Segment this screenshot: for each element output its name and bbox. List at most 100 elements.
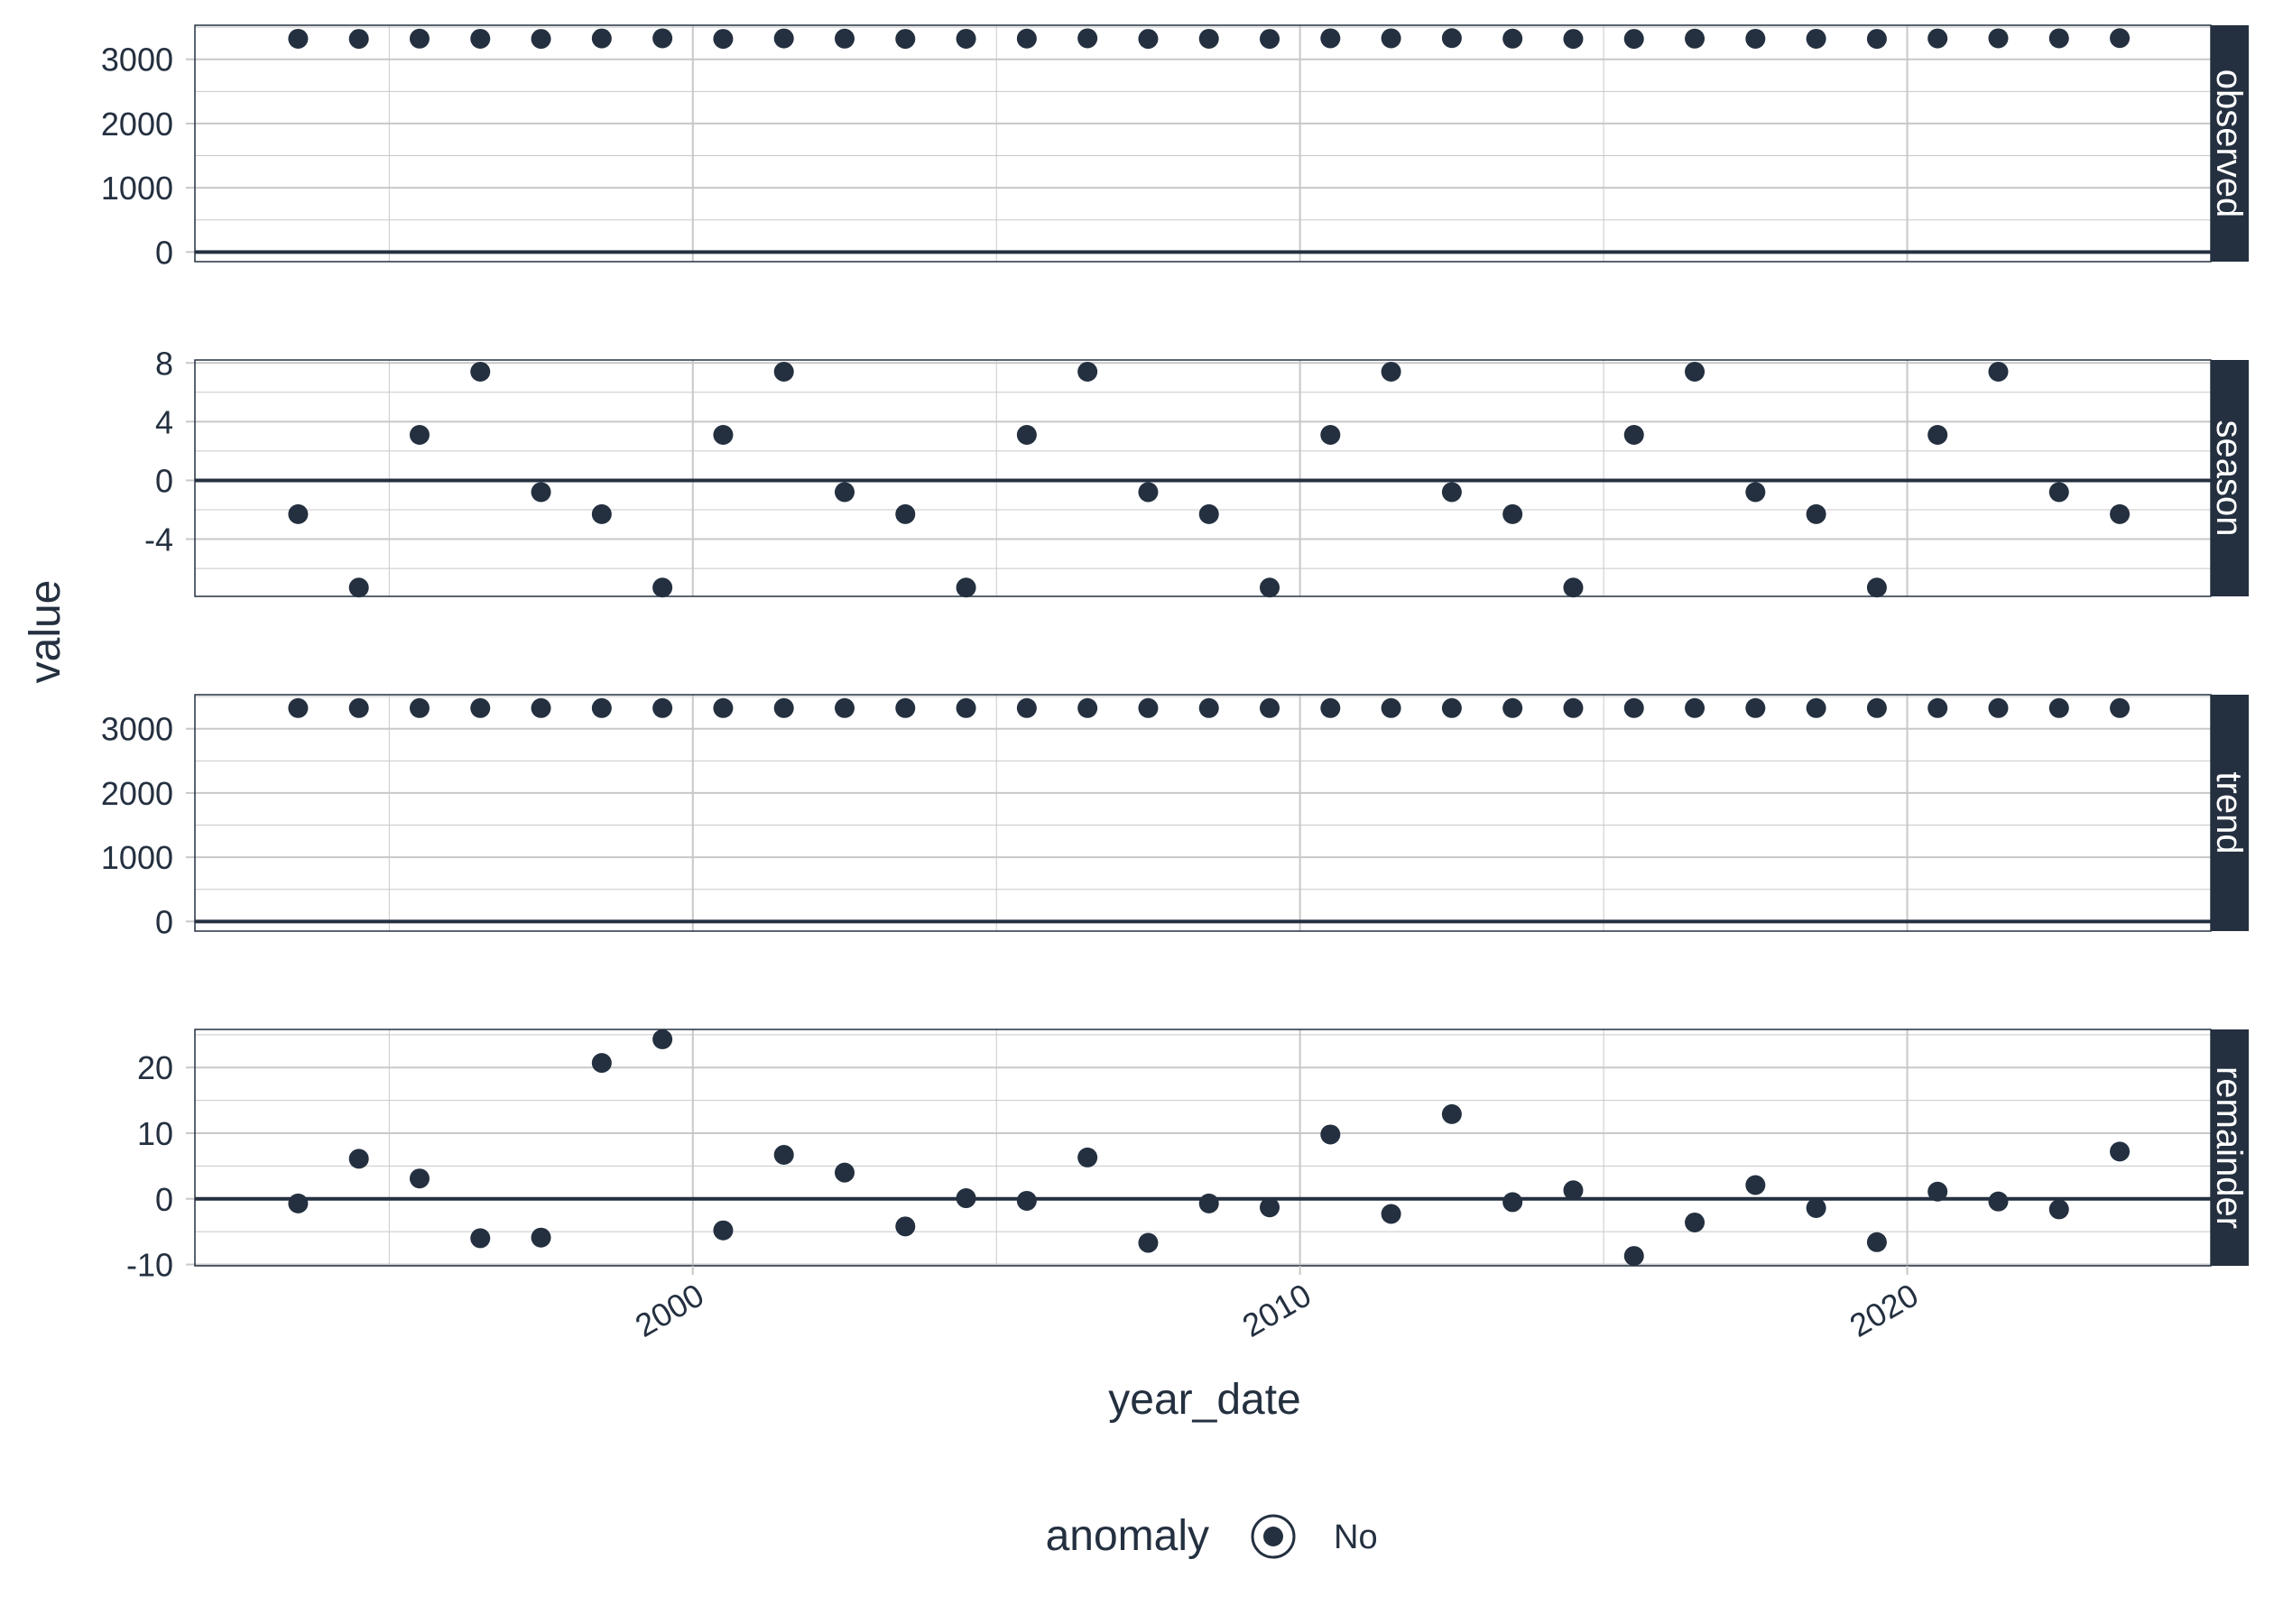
y-tick-label: 1000 (101, 839, 173, 876)
y-tick-label: 0 (155, 462, 173, 499)
data-point (2110, 697, 2131, 718)
data-point (1016, 697, 1037, 718)
data-point (348, 29, 369, 50)
data-point (1441, 697, 1462, 718)
data-point (1077, 28, 1098, 49)
y-tick-label: 0 (155, 1181, 173, 1218)
data-point (895, 29, 916, 50)
data-point (1927, 424, 1948, 445)
data-point (1320, 697, 1341, 718)
x-tick-label: 2000 (629, 1276, 710, 1344)
data-point (591, 28, 612, 49)
data-point (288, 503, 309, 524)
data-point (713, 697, 734, 718)
x-tick-label: 2010 (1236, 1276, 1317, 1344)
data-point (1623, 697, 1644, 718)
y-tick-label: 2000 (101, 106, 173, 143)
data-point (773, 1145, 794, 1166)
data-point (895, 697, 916, 718)
data-point (348, 697, 369, 718)
data-point (409, 424, 430, 445)
data-point (2110, 503, 2131, 524)
data-point (1866, 1232, 1887, 1252)
data-point (1988, 28, 2009, 49)
data-point (1381, 362, 1401, 383)
data-point (1381, 28, 1401, 49)
legend-key-ring (1251, 1514, 1296, 1559)
data-point (1685, 697, 1706, 718)
data-point (470, 362, 491, 383)
data-point (1623, 29, 1644, 50)
strip-background (2211, 695, 2249, 931)
y-axis-title: value (22, 580, 69, 684)
y-tick-label: 20 (137, 1049, 173, 1086)
data-point (1320, 28, 1341, 49)
data-point (409, 28, 430, 49)
data-point (1745, 697, 1766, 718)
data-point (1623, 1246, 1644, 1267)
y-tick-label: 4 (155, 403, 173, 440)
data-point (1077, 697, 1098, 718)
data-point (1198, 697, 1219, 718)
y-tick-label: 0 (155, 234, 173, 271)
y-tick-label: -10 (126, 1247, 173, 1284)
data-point (1866, 697, 1887, 718)
data-point (531, 482, 551, 503)
strip-background (2211, 360, 2249, 596)
data-point (1685, 362, 1706, 383)
data-point (1016, 1190, 1037, 1211)
data-point (288, 697, 309, 718)
y-tick-label: 3000 (101, 711, 173, 748)
data-point (1260, 697, 1280, 718)
data-point (1138, 29, 1159, 50)
data-point (895, 503, 916, 524)
data-point (1988, 362, 2009, 383)
data-point (652, 697, 673, 718)
data-point (1927, 1181, 1948, 1202)
x-axis-title: year_date (1108, 1376, 1301, 1424)
data-point (2048, 482, 2069, 503)
facet-season: -4 0 4 8 season (144, 345, 2249, 598)
strip-label-remainder: remainder (2209, 1066, 2249, 1229)
data-point (1745, 482, 1766, 503)
strip-background (2211, 25, 2249, 262)
data-point (1502, 697, 1523, 718)
data-point (2048, 1199, 2069, 1220)
data-point (1260, 1197, 1280, 1218)
data-point (288, 1193, 309, 1213)
data-point (470, 1228, 491, 1249)
data-point (1563, 29, 1584, 50)
data-point (1320, 424, 1341, 445)
legend-entry-no: No (1334, 1518, 1378, 1556)
data-point (1806, 28, 1826, 49)
legend-title: anomaly (1046, 1512, 1209, 1560)
data-point (895, 1216, 916, 1237)
x-axis: 2000 2010 2020 (629, 1266, 1925, 1344)
data-point (713, 424, 734, 445)
strip-label-season: season (2209, 420, 2249, 537)
y-tick-label: 1000 (101, 170, 173, 207)
data-point (1563, 577, 1584, 598)
panel-border (194, 24, 2212, 263)
facet-remainder: -10 0 10 20 remainder (126, 1029, 2249, 1284)
data-point (652, 577, 673, 598)
data-point (773, 697, 794, 718)
data-point (713, 1220, 734, 1241)
data-point (773, 28, 794, 49)
data-point (956, 577, 976, 598)
data-point (1866, 29, 1887, 50)
data-point (1260, 29, 1280, 50)
data-point (348, 577, 369, 598)
data-point (470, 697, 491, 718)
data-point (834, 482, 855, 503)
y-tick-label: 2000 (101, 775, 173, 812)
data-point (1381, 1204, 1401, 1224)
y-tick-label: 0 (155, 903, 173, 940)
data-point (1502, 28, 1523, 49)
data-point (1745, 28, 1766, 49)
panel-border (194, 694, 2212, 932)
data-point (531, 1227, 551, 1248)
data-point (1138, 482, 1159, 503)
legend-key-point (1263, 1527, 1283, 1546)
y-tick-label: 8 (155, 345, 173, 382)
